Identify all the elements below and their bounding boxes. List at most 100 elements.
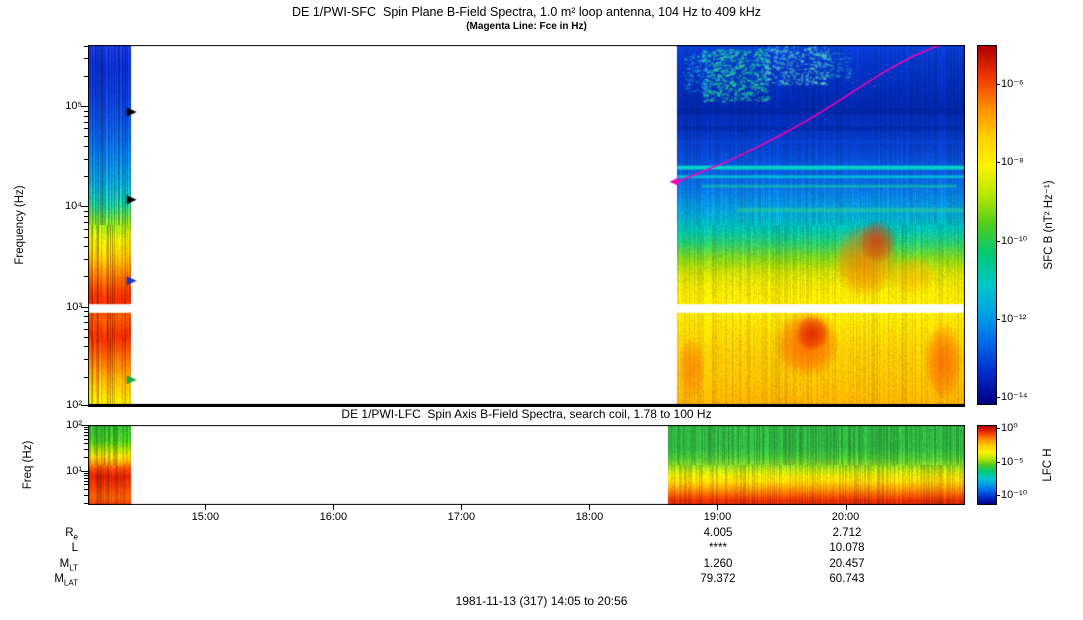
lfc-ytick-minor (84, 475, 88, 477)
ephemeris-label-base: M (54, 573, 64, 585)
lfc-cbtick-label: 10⁻¹⁰ (1001, 489, 1028, 501)
lfc-ytick-minor (84, 502, 88, 504)
ephemeris-value-re-1900: 4.005 (703, 527, 733, 539)
lfc-ytick-minor (84, 432, 88, 434)
x-tick-mark (333, 505, 335, 510)
sfc-ytick-mark (81, 106, 88, 108)
lfc-cbtick-mark (997, 428, 1000, 430)
lfc-cbtick-mark (997, 461, 1000, 463)
ephemeris-row-label-mlt: MLT (26, 558, 78, 572)
lfc-ytick-minor (84, 435, 88, 437)
sfc-cbtick-label: 10⁻⁸ (1001, 156, 1024, 169)
x-tick-label: 16:00 (319, 511, 348, 523)
x-tick-mark (845, 505, 847, 510)
sfc-ytick-label: 10² (66, 399, 82, 411)
lfc-ytick-label: 10¹ (66, 464, 82, 477)
sfc-ytick-minor (84, 276, 88, 278)
x-tick-mark (461, 505, 463, 510)
sfc-cbtick-mark (997, 240, 1000, 242)
sfc-ytick-minor (84, 146, 88, 148)
sfc-cbtick-mark (997, 84, 1000, 86)
sfc-panel-title: DE 1/PWI-SFC Spin Plane B-Field Spectra,… (292, 5, 761, 19)
lfc-ytick-minor (84, 427, 88, 429)
lfc-cbtick-label: 10⁰ (1001, 422, 1018, 435)
sfc-ytick-minor (84, 58, 88, 60)
lfc-ytick-minor (84, 494, 88, 496)
sfc-cbtick-label: 10⁻¹⁴ (1001, 391, 1028, 404)
x-tick-label: 20:00 (831, 511, 860, 523)
sfc-ytick-minor (84, 128, 88, 130)
sfc-ytick-minor (84, 236, 88, 238)
sfc-ytick-minor (84, 322, 88, 324)
sfc-ytick-minor (84, 346, 88, 348)
sfc-ytick-minor (84, 115, 88, 117)
lfc-ytick-minor (84, 484, 88, 486)
sfc-ytick-label: 10³ (66, 300, 82, 313)
ephemeris-label-base: L (71, 542, 78, 554)
x-tick-mark (205, 505, 207, 510)
ephemeris-value-mlat-2000: 60.743 (829, 573, 865, 585)
lfc-cbtick-label: 10⁻⁵ (1001, 455, 1024, 468)
sfc-ytick-minor (84, 328, 88, 330)
x-tick-mark (717, 505, 719, 510)
sfc-bottom-axis (88, 404, 965, 407)
sfc-ytick-minor (84, 121, 88, 123)
ephemeris-value-mlat-1900: 79.372 (700, 573, 736, 585)
lfc-ytick-minor (84, 472, 88, 474)
lfc-colorbar-label: LFC H (1042, 448, 1054, 482)
x-tick-label: 19:00 (703, 511, 732, 523)
sfc-ytick-label: 10⁵ (65, 100, 82, 113)
sfc-ytick-minor (84, 358, 88, 360)
x-tick-label: 18:00 (575, 511, 604, 523)
sfc-spectrogram (88, 45, 965, 405)
sfc-ytick-minor (84, 221, 88, 223)
ephemeris-row-label-l: L (26, 542, 78, 556)
ephemeris-label-sub: LAT (63, 578, 78, 588)
sfc-cbtick-label: 10⁻¹⁰ (1001, 234, 1028, 247)
sfc-ytick-minor (84, 316, 88, 318)
sfc-colorbar-label: SFC B (nT² Hz⁻¹) (1043, 180, 1055, 270)
ephemeris-label-sub: e (73, 532, 78, 542)
sfc-ytick-mark (81, 306, 88, 308)
x-tick-label: 15:00 (191, 511, 220, 523)
ephemeris-label-base: R (65, 527, 74, 539)
lfc-panel-title: DE 1/PWI-LFC Spin Axis B-Field Spectra, … (341, 407, 712, 421)
ephemeris-value-re-2000: 2.712 (832, 527, 862, 539)
ephemeris-label-sub: LT (69, 563, 78, 573)
ephemeris-value-mlt-1900: 1.260 (703, 558, 733, 570)
sfc-ytick-minor (84, 76, 88, 78)
lfc-ytick-minor (84, 477, 88, 479)
sfc-ytick-minor (84, 311, 88, 313)
lfc-ytick-mark (81, 470, 88, 472)
ephemeris-value-l-1900: **** (709, 542, 727, 554)
sfc-ytick-minor (84, 216, 88, 218)
lfc-colorbar (977, 425, 997, 505)
sfc-ytick-minor (84, 336, 88, 338)
ephemeris-row-label-mlat: MLAT (26, 573, 78, 587)
lfc-cbtick-mark (997, 495, 1000, 496)
sfc-ytick-minor (84, 210, 88, 212)
sfc-panel-subtitle: (Magenta Line: Fce in Hz) (466, 21, 587, 32)
sfc-ytick-mark (81, 405, 88, 406)
ephemeris-value-mlt-2000: 20.457 (829, 558, 865, 570)
date-range-label: 1981-11-13 (317) 14:05 to 20:56 (455, 594, 628, 608)
ephemeris-value-l-2000: 10.078 (829, 542, 865, 554)
lfc-ytick-minor (84, 429, 88, 431)
lfc-ytick-minor (84, 480, 88, 482)
sfc-ytick-minor (84, 228, 88, 230)
ephemeris-row-label-re: Re (26, 527, 78, 541)
lfc-ytick-minor (84, 456, 88, 458)
sfc-ytick-minor (84, 176, 88, 178)
ephemeris-label-base: M (59, 558, 70, 570)
sfc-ytick-minor (84, 376, 88, 378)
lfc-ytick-minor (84, 443, 88, 445)
sfc-ytick-minor (84, 45, 88, 47)
sfc-cbtick-label: 10⁻⁶ (1001, 78, 1024, 91)
sfc-y-axis-label: Frequency (Hz) (14, 185, 26, 265)
lfc-ytick-mark (81, 425, 88, 426)
lfc-ytick-minor (84, 448, 88, 450)
sfc-colorbar (977, 45, 997, 405)
sfc-ytick-minor (84, 258, 88, 260)
sfc-ytick-label: 10⁴ (65, 200, 82, 213)
sfc-ytick-minor (84, 246, 88, 248)
